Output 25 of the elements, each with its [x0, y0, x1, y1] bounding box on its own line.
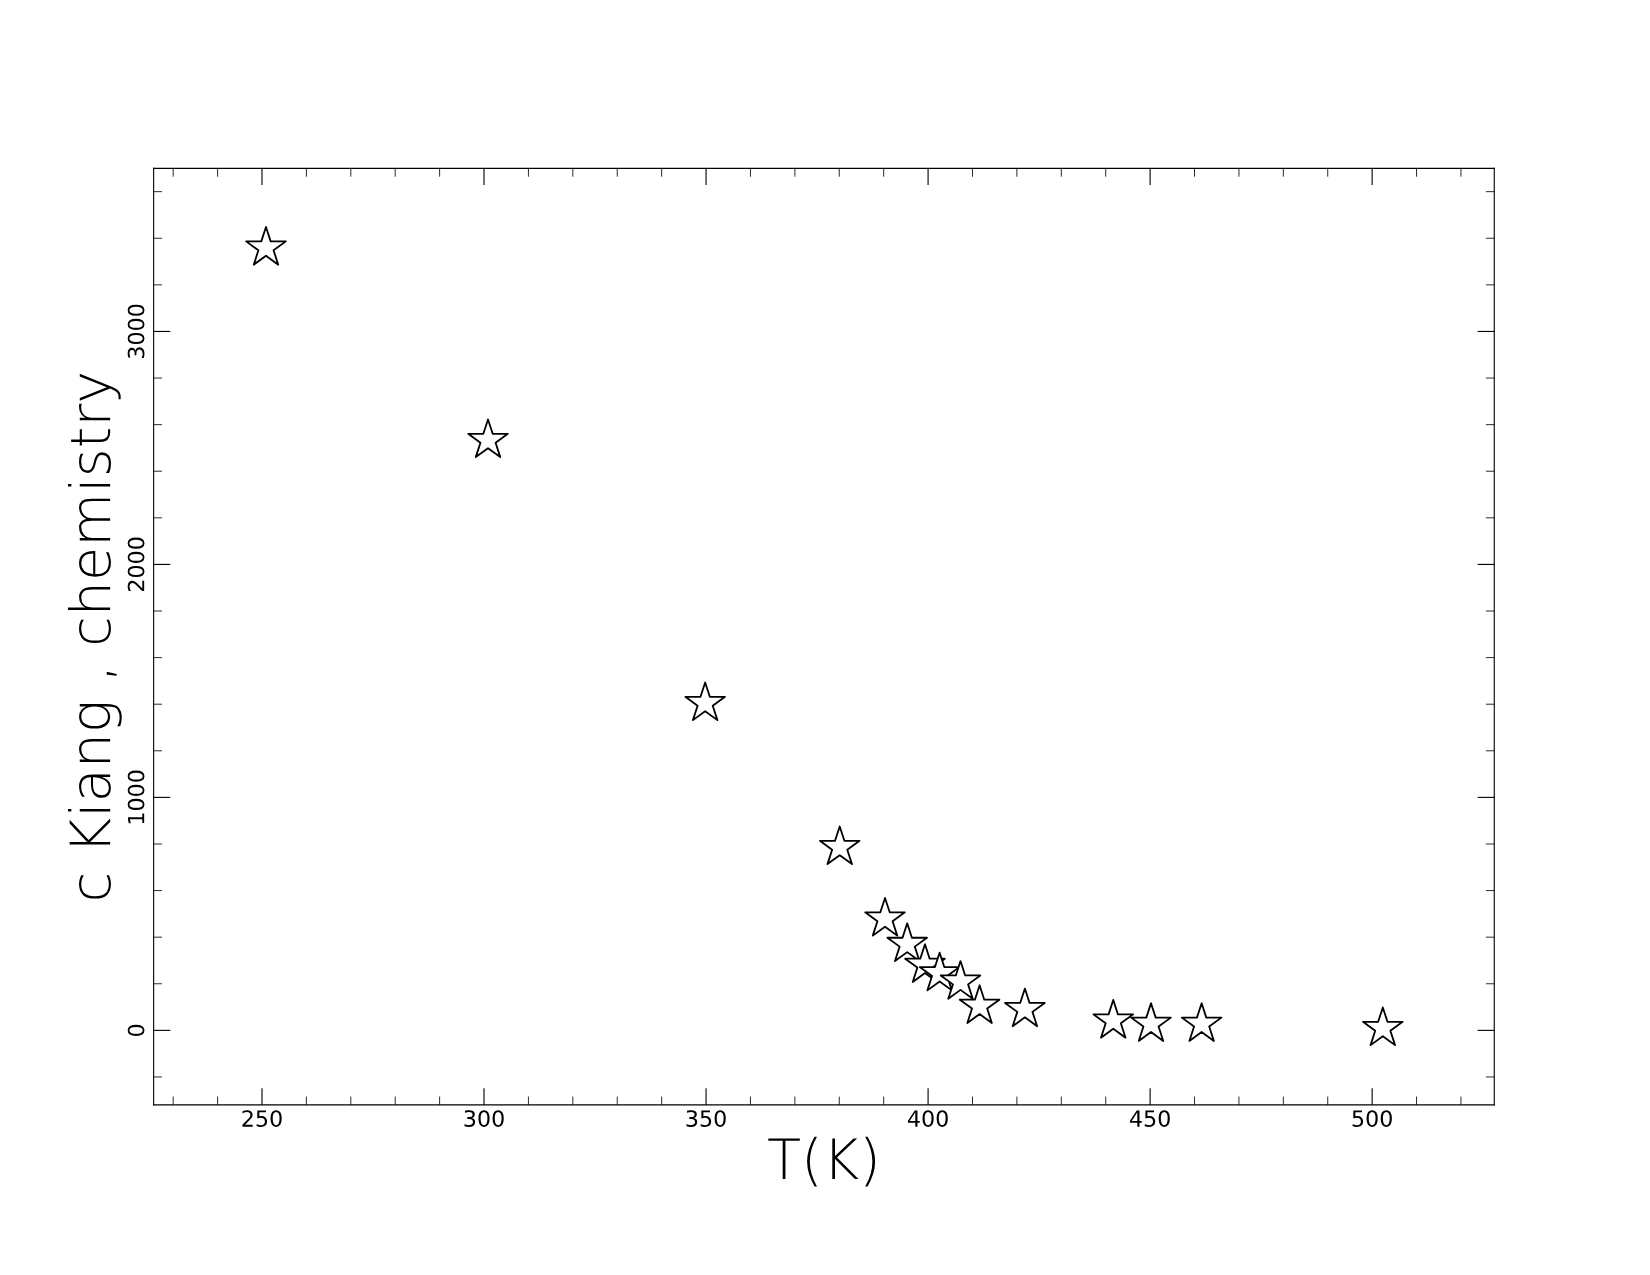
point [684, 681, 726, 722]
point [886, 922, 928, 962]
point [1092, 999, 1134, 1039]
point [818, 825, 861, 866]
y-tick-label: 1000 [127, 770, 145, 824]
point [467, 418, 509, 459]
point [939, 960, 982, 1000]
y-tick-label: 3000 [127, 304, 145, 359]
point [1180, 1002, 1223, 1042]
point [958, 984, 1001, 1024]
x-tick-label: 400 [907, 1110, 948, 1127]
y-tick-label: 0 [127, 1024, 145, 1036]
x-tick-label: 350 [686, 1110, 726, 1127]
x-tick-label: 300 [464, 1110, 504, 1127]
point [1130, 1002, 1172, 1042]
y-axis-title: c Kiang , chemistry [67, 373, 122, 899]
x-tick-label: 250 [242, 1110, 282, 1127]
point [1004, 987, 1046, 1028]
x-axis-title: T(K) [768, 1136, 876, 1187]
y-tick-label: 2000 [127, 537, 145, 592]
x-tick-label: 500 [1352, 1110, 1392, 1127]
point [864, 897, 906, 937]
x-tick-label: 450 [1129, 1110, 1170, 1127]
point [1362, 1006, 1404, 1047]
point [245, 226, 287, 266]
